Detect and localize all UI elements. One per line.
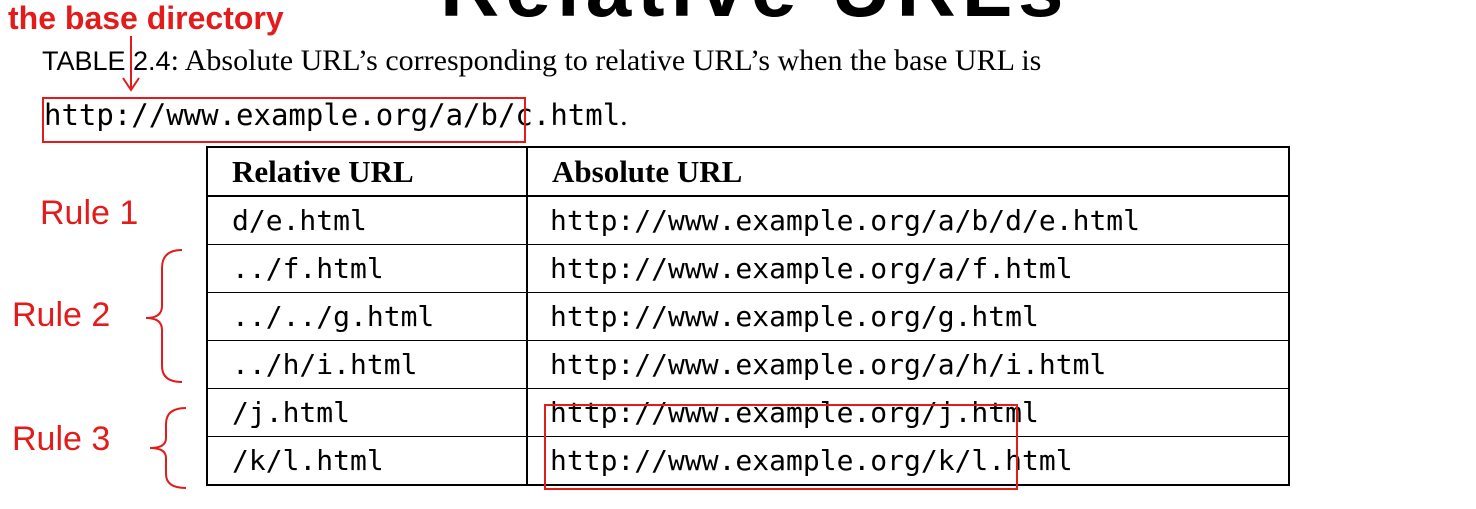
relative-url-cell: /j.html [206, 388, 528, 437]
table-row: d/e.html http://www.example.org/a/b/d/e.… [206, 196, 1290, 245]
url-table: Relative URL Absolute URL d/e.html http:… [206, 146, 1290, 486]
table-caption: TABLE 2.4: Absolute URL’s corresponding … [42, 44, 1041, 78]
rule-3-label: Rule 3 [12, 420, 111, 458]
table-row: ../../g.html http://www.example.org/g.ht… [206, 292, 1290, 341]
relative-url-cell: d/e.html [206, 196, 528, 245]
absolute-url-cell: http://www.example.org/g.html [526, 292, 1290, 341]
base-directory-label: the base directory [8, 0, 290, 37]
rule-2-brace-icon [145, 249, 183, 383]
caption-end: . [620, 99, 628, 132]
relative-url-cell: ../f.html [206, 244, 528, 293]
relative-url-cell: /k/l.html [206, 436, 528, 486]
absolute-url-cell: http://www.example.org/j.html [526, 388, 1290, 437]
relative-url-cell: ../h/i.html [206, 340, 528, 389]
table-row: ../h/i.html http://www.example.org/a/h/i… [206, 340, 1290, 389]
table-row: ../f.html http://www.example.org/a/f.htm… [206, 244, 1290, 293]
table-row: /j.html http://www.example.org/j.html [206, 388, 1290, 437]
rule-1-label: Rule 1 [40, 194, 139, 232]
table-header-row: Relative URL Absolute URL [206, 147, 1290, 197]
absolute-url-cell: http://www.example.org/k/l.html [526, 436, 1290, 486]
absolute-url-cell: http://www.example.org/a/f.html [526, 244, 1290, 293]
rule-2-label: Rule 2 [12, 296, 111, 334]
header-absolute-url: Absolute URL [526, 147, 1290, 197]
header-relative-url: Relative URL [206, 147, 528, 197]
relative-url-cell: ../../g.html [206, 292, 528, 341]
base-directory-arrow-icon [122, 36, 140, 92]
caption-prefix: TABLE 2.4 [42, 46, 171, 76]
absolute-url-cell: http://www.example.org/a/b/d/e.html [526, 196, 1290, 245]
base-directory-highlight-box [42, 97, 526, 143]
slide-title: Relative URLs [440, 0, 1069, 36]
table-row: /k/l.html http://www.example.org/k/l.htm… [206, 436, 1290, 486]
rule-3-brace-icon [149, 407, 187, 489]
root-url-highlight-box [544, 404, 1018, 490]
caption-text: : Absolute URL’s corresponding to relati… [170, 44, 1042, 77]
absolute-url-cell: http://www.example.org/a/h/i.html [526, 340, 1290, 389]
